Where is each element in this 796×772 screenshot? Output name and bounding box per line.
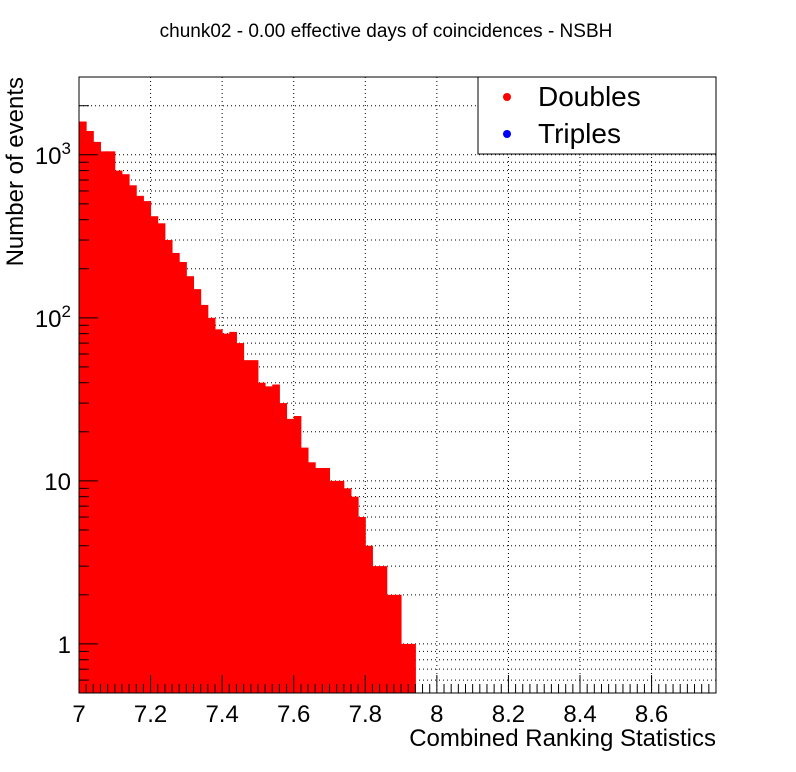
histogram-bar [86,130,94,693]
histogram-bar [336,480,345,693]
x-tick-label: 8.4 [563,701,596,728]
histogram-bar [186,276,195,693]
y-axis-ticks: 1 10 102 103 [35,76,98,694]
histogram-bar [114,170,123,693]
legend-label-triples: Triples [538,118,621,149]
chart-title: chunk02 - 0.00 effective days of coincid… [160,21,613,42]
y-tick-label: 103 [35,139,71,170]
x-tick-label: 8.6 [635,701,668,728]
histogram-bar [107,151,116,694]
histogram-bar [329,480,338,693]
histogram-bar [157,223,166,693]
histogram-bar [272,384,280,693]
histogram-bar [358,517,366,693]
histogram-bar [129,185,137,693]
histogram-bar [150,216,159,693]
y-tick-label: 10 [44,469,71,496]
histogram-bar [243,360,252,693]
histogram-bar [236,343,245,693]
histogram-bar [193,289,202,693]
histogram-bar [393,594,402,693]
x-axis-ticks: 7 7.2 7.4 7.6 7.8 8 8.2 8.4 8.6 [72,675,717,728]
histogram-bar [214,329,223,693]
histogram-bar [136,195,144,694]
histogram-bar [343,488,352,693]
y-tick-label: 102 [35,302,71,333]
histogram-bar [207,317,216,693]
histogram-bar [121,174,130,693]
histogram-bar [315,467,323,693]
histogram-bar [93,141,101,693]
x-tick-label: 7.6 [277,701,310,728]
histogram-bar [401,643,409,693]
legend-marker-triples [503,130,511,138]
histogram-bar [79,121,87,693]
histogram-bar [300,447,309,693]
histogram-bar [350,496,359,693]
histogram-bar [279,403,288,693]
x-tick-label: 7.4 [205,701,238,728]
legend-box [477,76,717,155]
y-axis-label: Number of events [2,77,29,266]
histogram-bar [143,201,152,693]
histogram-bar [379,566,388,693]
histogram-bar [164,240,173,693]
x-tick-label: 8.2 [492,701,525,728]
y-tick-label: 1 [58,632,71,659]
legend: Doubles Triples [477,76,717,155]
histogram-bar [408,643,416,693]
legend-marker-doubles [503,93,511,101]
legend-label-doubles: Doubles [538,81,641,112]
x-tick-label: 8 [430,701,443,728]
plot-frame-rect [78,76,717,694]
histogram-bar [386,594,395,693]
histogram-bar [372,566,381,693]
histogram-bar [200,304,209,693]
histogram-bar [172,252,180,693]
histogram-bar [293,415,302,693]
x-axis-label: Combined Ranking Statistics [409,725,716,752]
histogram-bar [222,333,230,693]
histogram-bar [322,467,331,693]
data-bars [79,121,416,694]
histogram-bar [179,262,187,693]
histogram-bar [250,360,259,693]
histogram-bar [100,151,109,694]
x-tick-label: 7.2 [134,701,167,728]
x-tick-label: 7 [72,701,85,728]
x-tick-label: 7.8 [349,701,382,728]
histogram-bar [308,462,316,693]
histogram-bar [265,386,273,693]
histogram-bar [229,331,237,693]
histogram-bar [286,418,295,693]
histogram-bar [365,545,373,693]
histogram-bar [257,382,266,693]
plot-frame [78,76,717,694]
